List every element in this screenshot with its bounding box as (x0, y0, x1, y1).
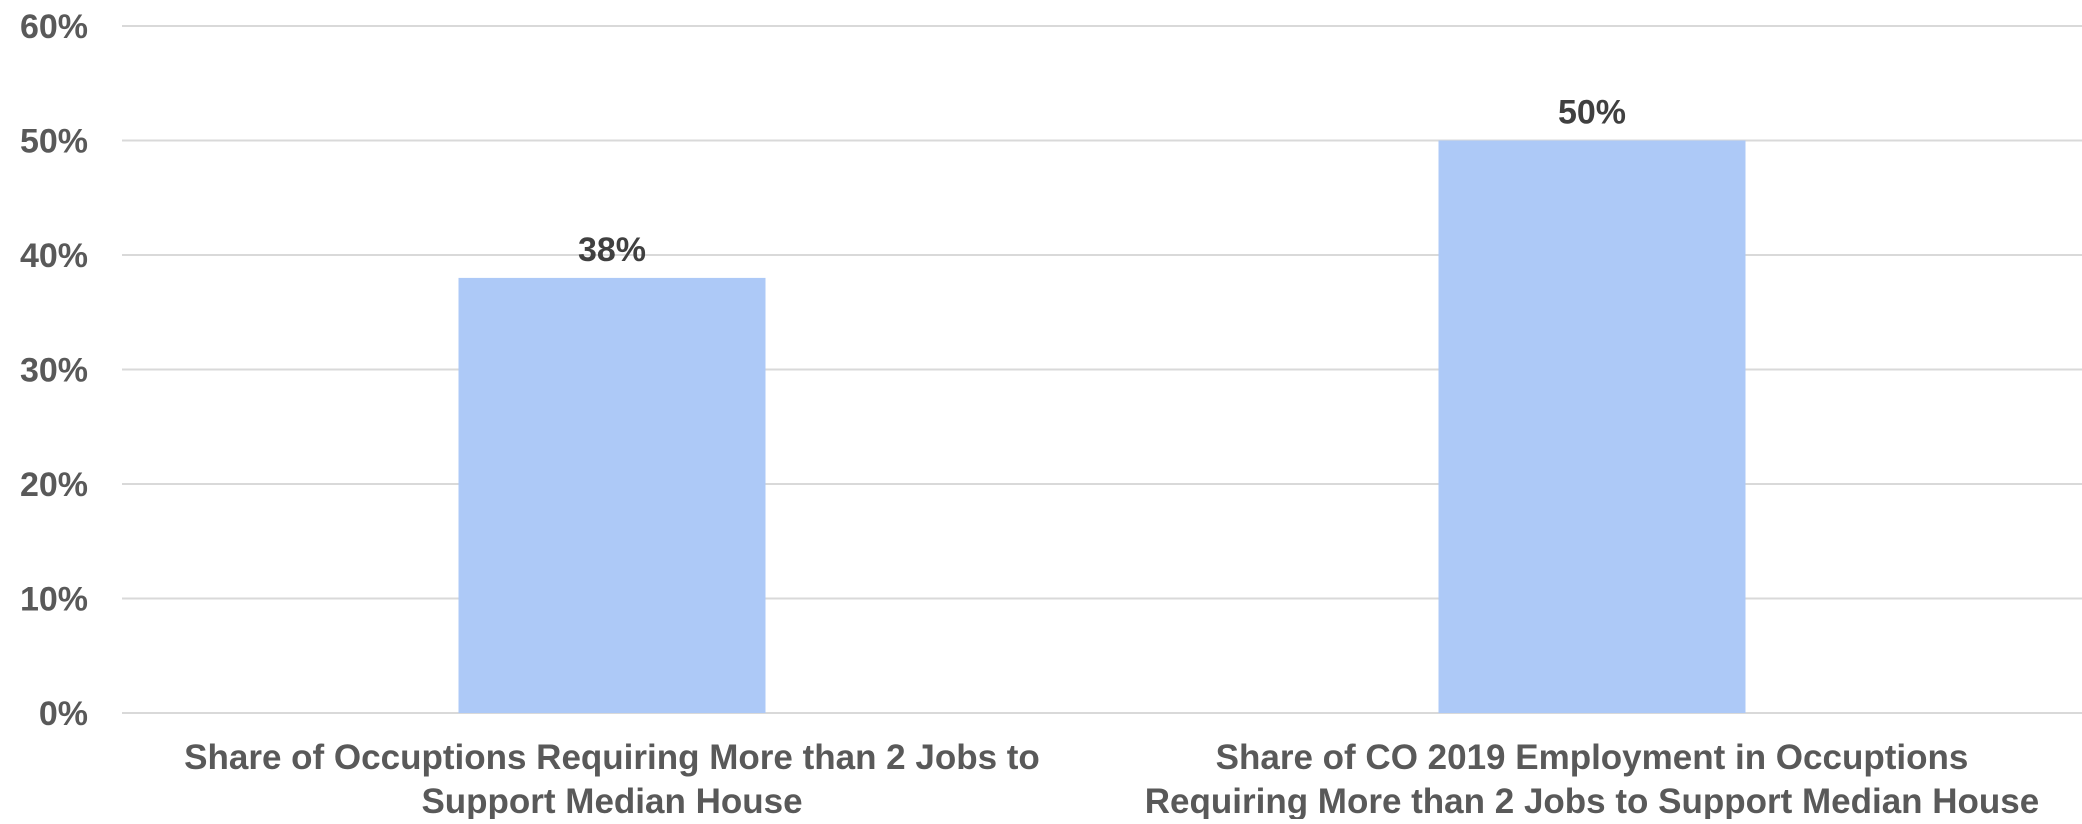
bars (458, 140, 1746, 713)
x-category-label: Share of Occuptions Requiring More than … (184, 738, 1040, 777)
y-tick-label: 40% (20, 237, 88, 275)
bar-data-label: 50% (1558, 94, 1626, 132)
x-axis-category-labels: Share of Occuptions Requiring More than … (184, 738, 2039, 821)
y-tick-label: 0% (39, 695, 88, 733)
x-category-label: Requiring More than 2 Jobs to Support Me… (1145, 782, 2039, 819)
bar (1438, 140, 1746, 713)
bar-data-label: 38% (578, 231, 646, 269)
y-tick-label: 20% (20, 466, 88, 504)
gridlines (122, 25, 2082, 714)
bar (458, 277, 766, 713)
x-category-label: Support Median House (421, 782, 802, 819)
y-axis-tick-labels: 0% 10% 20% 30% 40% 50% 60% (20, 8, 88, 733)
y-tick-label: 50% (20, 123, 88, 161)
y-tick-label: 10% (20, 581, 88, 619)
y-tick-label: 60% (20, 8, 88, 46)
x-category-label: Share of CO 2019 Employment in Occuption… (1216, 738, 1969, 777)
y-tick-label: 30% (20, 352, 88, 390)
data-labels: 38% 50% (578, 94, 1626, 269)
